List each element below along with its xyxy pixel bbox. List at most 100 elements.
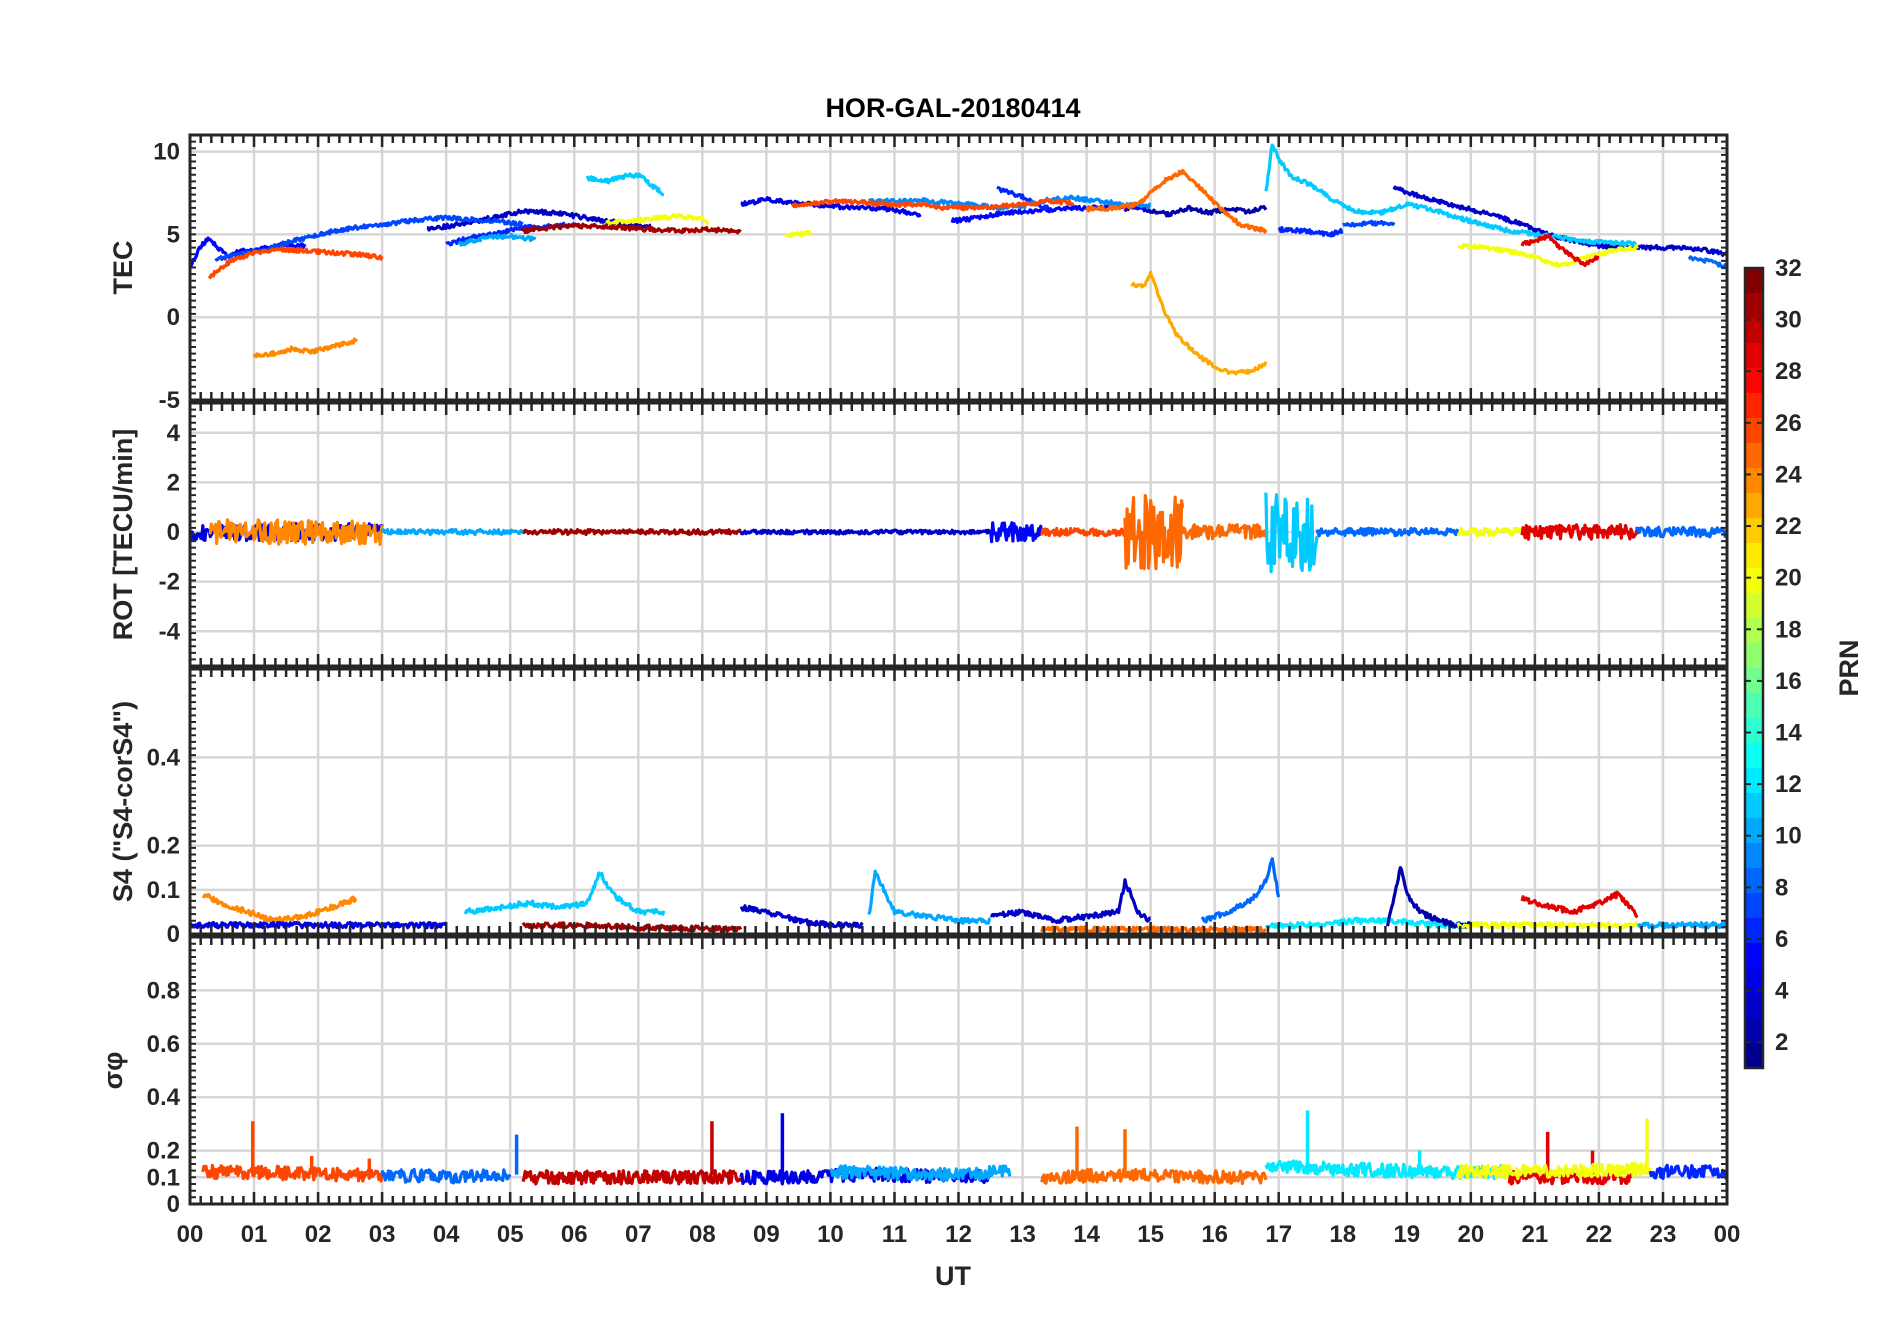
series-prn-25 [1040,1167,1268,1186]
series-prn-11 [1264,143,1638,248]
colorbar-tick-label: 6 [1775,926,1788,953]
x-tick-label: 16 [1201,1221,1228,1248]
y-tick-label: 0 [167,519,180,546]
series-prn-20 [784,229,813,239]
x-tick-label: 00 [1714,1221,1741,1248]
series-prn-31 [521,222,742,235]
x-tick-label: 00 [177,1221,204,1248]
y-tick-label: 0 [167,921,180,948]
colorbar-tick-label: 18 [1775,616,1802,643]
x-tick-label: 08 [689,1221,716,1248]
y-axis-label: TEC [108,241,138,295]
series-prn-20 [1456,1161,1652,1181]
series-prn-26 [207,246,384,280]
series-prn-11 [585,172,665,197]
colorbar-tick-label: 26 [1775,410,1802,437]
x-tick-label: 07 [625,1221,652,1248]
series-prn-29 [1520,522,1639,541]
y-tick-label: 0.2 [147,1138,180,1165]
y-tick-label: 0 [167,1191,180,1218]
x-tick-label: 14 [1073,1221,1100,1248]
series-prn-8 [1687,255,1728,270]
series-prn-8 [1200,857,1281,924]
y-tick-label: 0.8 [147,977,180,1004]
x-tick-label: 03 [369,1221,396,1248]
series-prn-8 [380,1167,512,1185]
series-prn-7 [1342,219,1396,228]
series-prn-23 [1130,270,1268,376]
x-tick-label: 20 [1457,1221,1484,1248]
y-ticks [190,668,1727,935]
series-prn-25 [1040,925,1267,934]
colorbar-tick-label: 32 [1775,255,1802,282]
colorbar-gradient [1743,266,1765,1070]
x-tick-label: 06 [561,1221,588,1248]
series-prn-26 [1040,526,1126,538]
series-prn-20 [1456,526,1524,538]
x-tick-label: 21 [1522,1221,1549,1248]
series-prn-26 [790,197,1075,212]
series-prn-29 [1520,234,1600,268]
series-prn-24 [252,337,358,359]
x-tick-label: 02 [305,1221,332,1248]
colorbar-tick-label: 10 [1775,823,1802,850]
series-prn-3 [989,878,1152,925]
x-tick-label: 23 [1650,1221,1677,1248]
series-prn-5 [988,521,1044,544]
series-prn-12 [1264,916,1472,930]
colorbar-tick-label: 2 [1775,1029,1788,1056]
series-prn-10 [380,527,525,537]
y-tick-label: -4 [159,618,181,645]
y-tick-label: 0 [167,304,180,331]
y-tick-label: -5 [159,387,180,414]
series-prn-8 [1635,525,1729,539]
y-tick-label: 0.1 [147,877,180,904]
colorbar-tick-label: 4 [1775,978,1789,1005]
x-tick-label: 15 [1137,1221,1164,1248]
y-tick-label: 0.2 [147,833,180,860]
series-prn-20 [604,213,710,226]
series-prn-6 [1648,1163,1728,1181]
colorbar-tick-label: 14 [1775,720,1802,747]
y-tick-label: 2 [167,469,180,496]
series-prn-10 [829,1164,1012,1182]
y-tick-label: 5 [167,221,180,248]
series-prn-26 [201,1163,384,1183]
series-prn-30 [521,1168,743,1186]
series-prn-11 [463,871,666,916]
x-tick-label: 22 [1586,1221,1613,1248]
series-prn-4 [740,196,922,218]
series-prn-25 [1123,494,1185,571]
x-tick-label: 09 [753,1221,780,1248]
y-tick-label: -2 [159,569,180,596]
x-tick-label: 10 [817,1221,844,1248]
colorbar-label: PRN [1834,639,1864,696]
panel-3: 00.10.2 0.4 0.6 0.8 σφ [98,935,1729,1218]
y-axis-label: S4 ("S4-corS4") [108,701,138,902]
y-ticks [190,936,1727,1205]
x-tick-label: 18 [1329,1221,1356,1248]
y-tick-label: 10 [153,139,180,166]
series-prn-11 [1264,492,1319,574]
colorbar-tick-label: 12 [1775,771,1802,798]
series-prn-6 [1277,226,1344,238]
x-tick-label: 04 [433,1221,460,1248]
series-prn-24 [208,518,384,546]
y-tick-label: 0.4 [147,1084,181,1111]
panel-0: -5 0 5 10 TEC [108,133,1729,414]
series-prn-20 [1456,920,1639,930]
series-prn-10 [867,869,992,925]
series-prn-3 [426,208,652,232]
colorbar-tick-label: 22 [1775,513,1802,540]
series-prn-3 [739,528,992,536]
y-axis-label: σφ [98,1052,128,1090]
series-prn-29 [1520,890,1639,919]
colorbar-tick-label: 28 [1775,358,1802,385]
x-tick-label: 01 [241,1221,268,1248]
colorbar-tick-label: 24 [1775,461,1802,488]
y-tick-label: 0.1 [147,1164,180,1191]
x-tick-label: 12 [945,1221,972,1248]
series-prn-10 [1636,920,1728,930]
colorbar-tick-label: 20 [1775,565,1802,592]
